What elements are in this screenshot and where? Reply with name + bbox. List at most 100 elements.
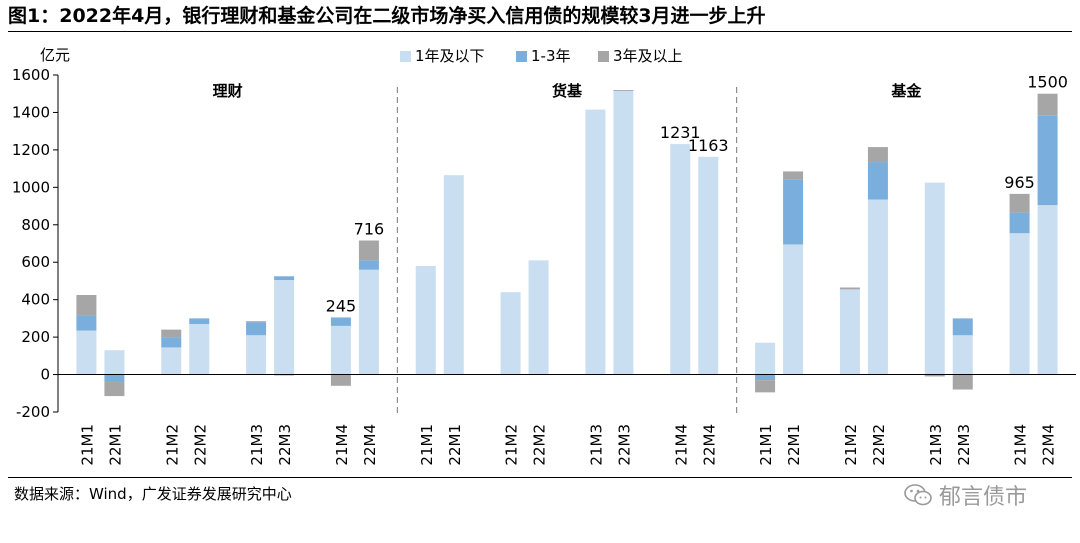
bar-segment [189,318,210,325]
watermark-text: 郁言债市 [939,485,1028,510]
group-label: 理财 [213,82,243,100]
x-tick-label: 21M2 [503,424,521,466]
group-label: 货基 [552,82,583,100]
x-tick-label: 21M4 [1012,424,1030,466]
figure-source: 数据来源：Wind，广发证券发展研究中心 [14,485,292,503]
bar-segment [358,260,379,270]
data-label: 716 [354,220,385,239]
bar-segment [1037,205,1058,375]
bar-segment [952,318,973,336]
bar-segment [924,374,945,377]
x-tick-label: 21M3 [587,424,605,466]
y-tick-label: 400 [21,291,50,309]
x-tick-label: 22M3 [276,424,294,466]
y-tick-label: 1600 [12,66,50,84]
group-separators [396,87,738,414]
x-tick-label: 22M3 [955,424,973,466]
bar-segment [104,374,125,383]
data-label: 965 [1004,173,1035,192]
y-tick-label: 1400 [12,103,50,121]
bar-segment [246,321,267,323]
figure-title: 图1：2022年4月，银行理财和基金公司在二级市场净买入信用债的规模较3月进一步… [8,5,766,27]
bar-segment [867,162,888,200]
bar-segment [330,374,351,386]
stacked-bar-chart: -200 0 200 400 600 800 1000 1200 1400 1600 21M1 22… [12,46,1076,466]
x-tick-label: 22M2 [191,424,209,466]
data-label: 245 [326,296,357,315]
y-tick-label: 800 [21,216,50,234]
bar-segment [783,179,804,245]
x-tick-label: 21M4 [333,424,351,466]
bar-segment [867,147,888,163]
x-tick-label: 21M1 [78,424,96,466]
bar-segment [161,347,182,375]
bar-segment [1009,193,1030,213]
x-tick-label: 22M4 [700,424,718,466]
bar-segment [528,260,549,375]
bar-segment [1037,93,1058,116]
bar-segment [104,382,125,397]
x-tick-label: 22M4 [361,424,379,466]
bar-segment [330,325,351,375]
bar-segment [613,90,634,375]
bar-segment [1037,115,1058,206]
x-tick-label: 21M1 [757,424,775,466]
wechat-icon [904,484,932,506]
bar-segment [952,374,973,390]
bar-segment [161,337,182,348]
x-tick-label: 22M4 [1040,424,1058,466]
bar-segment [952,335,973,375]
y-tick-label: 1200 [12,141,50,159]
x-tick-label: 22M1 [785,424,803,466]
y-tick-label: 600 [21,253,50,271]
x-tick-label: 21M4 [672,424,690,466]
group-labels: 理财 货基 基金 [213,82,923,100]
bar-segment [839,287,860,290]
watermark: 郁言债市 [903,482,1028,510]
y-axis-unit-label: 亿元 [40,46,70,64]
bar-segment [585,109,606,375]
y-axis: -200 0 200 400 600 800 1000 1200 1400 1600 [12,66,59,421]
bar-segment [274,280,295,375]
legend-swatch [516,51,527,62]
legend-label: 3年及以上 [613,47,683,65]
bar-segment [246,322,267,336]
bar-segment [189,324,210,375]
bar-segment [755,374,776,381]
bar-segment [76,315,97,331]
y-tick-label: -200 [16,403,50,421]
bar-segment [358,240,379,261]
legend: 1年及以下 1-3年 3年及以上 [400,47,683,65]
title-divider [8,31,1072,32]
x-tick-label: 22M3 [615,424,633,466]
data-label: 1500 [1027,73,1068,92]
bar-segment [1009,212,1030,234]
bar-segment [924,182,945,375]
bar-segment [613,89,634,91]
bar-segment [104,350,125,375]
bar-segment [670,144,691,375]
legend-swatch [598,51,609,62]
x-axis-labels: 21M1 22M1 21M2 22M2 21M3 22M3 21M4 22M4 21M1 22M1… [78,424,1057,466]
data-label: 1163 [688,136,729,155]
bar-segment [867,199,888,375]
group-label: 基金 [890,82,922,100]
bar-segment [330,317,351,326]
x-tick-label: 22M1 [106,424,124,466]
bar-segment [1009,233,1030,375]
bar-segment [358,269,379,375]
bar-segment [783,244,804,375]
x-tick-label: 22M2 [870,424,888,466]
x-tick-label: 21M2 [842,424,860,466]
bar-segment [755,342,776,375]
x-tick-label: 21M3 [248,424,266,466]
x-tick-label: 22M1 [446,424,464,466]
bar-segment [755,380,776,393]
y-tick-label: 0 [40,366,50,384]
bar-segment [698,156,719,375]
x-tick-label: 22M2 [531,424,549,466]
bar-segment [76,330,97,375]
y-tick-label: 1000 [12,178,50,196]
bar-segment [783,171,804,180]
